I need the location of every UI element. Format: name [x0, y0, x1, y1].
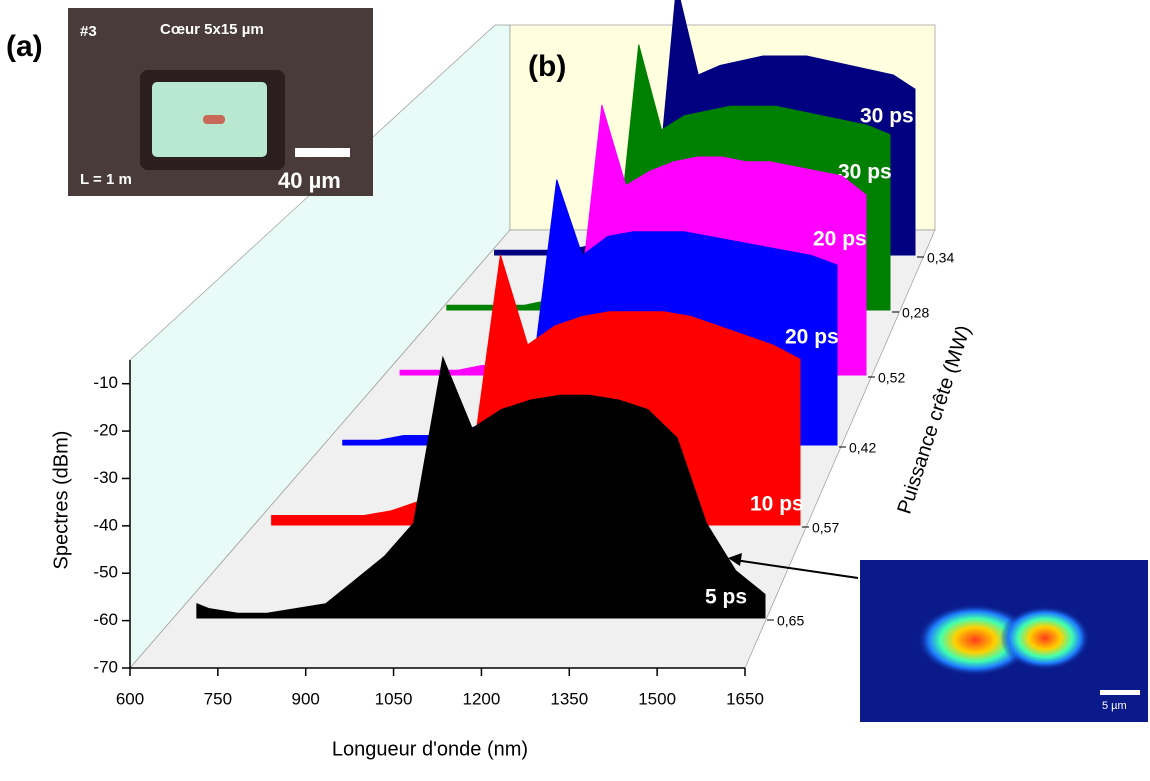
- x-tick-label: 1650: [726, 689, 764, 708]
- x-tick-label: 750: [204, 689, 232, 708]
- x-axis-title: Longueur d'onde (nm): [332, 738, 528, 760]
- y-tick-label: -60: [93, 610, 118, 629]
- z-tick-label: 0,34: [927, 250, 954, 266]
- spectrum: [196, 355, 766, 619]
- scale-label: 40 µm: [278, 168, 341, 193]
- y-tick-label: -70: [93, 657, 118, 676]
- x-tick-label: 1500: [638, 689, 676, 708]
- series-label: 10 ps: [750, 493, 804, 516]
- x-tick-label: 600: [116, 689, 144, 708]
- scale-bar: [1100, 690, 1140, 695]
- series-label: 30 ps: [838, 161, 892, 184]
- mode-lobe: [917, 604, 1033, 676]
- arrow: [734, 559, 859, 579]
- series-label: 5 ps: [705, 586, 747, 609]
- scale-label: 5 µm: [1102, 700, 1127, 712]
- z-tick-label: 0,52: [878, 370, 905, 386]
- y-tick-label: -30: [93, 468, 118, 487]
- length-label: L = 1 m: [80, 171, 132, 188]
- panel-label: (b): [528, 50, 566, 83]
- z-tick-label: 0,28: [902, 305, 929, 321]
- y-tick-label: -10: [93, 373, 118, 392]
- x-tick-label: 1350: [550, 689, 588, 708]
- y-tick-label: -20: [93, 421, 118, 440]
- z-tick-label: 0,65: [777, 613, 804, 629]
- z-axis-title: Puissance crête (MW): [893, 323, 975, 517]
- x-tick-label: 1200: [463, 689, 501, 708]
- sample-label: #3: [80, 23, 97, 40]
- z-tick-label: 0,42: [849, 440, 876, 456]
- series-label: 20 ps: [785, 326, 839, 349]
- y-tick-label: -50: [93, 563, 118, 582]
- x-tick-label: 900: [292, 689, 320, 708]
- y-tick-label: -40: [93, 515, 118, 534]
- x-tick-label: 1050: [375, 689, 413, 708]
- core: [203, 115, 225, 124]
- arrow-head: [728, 553, 742, 566]
- mode-lobe: [1000, 606, 1090, 670]
- panel-label: (a): [6, 30, 43, 63]
- series-label: 30 ps: [860, 105, 914, 128]
- y-axis-title: Spectres (dBm): [50, 431, 72, 570]
- core-label: Cœur 5x15 µm: [160, 21, 264, 38]
- z-tick-label: 0,57: [812, 520, 839, 536]
- scale-bar: [295, 148, 350, 157]
- series-label: 20 ps: [813, 228, 867, 251]
